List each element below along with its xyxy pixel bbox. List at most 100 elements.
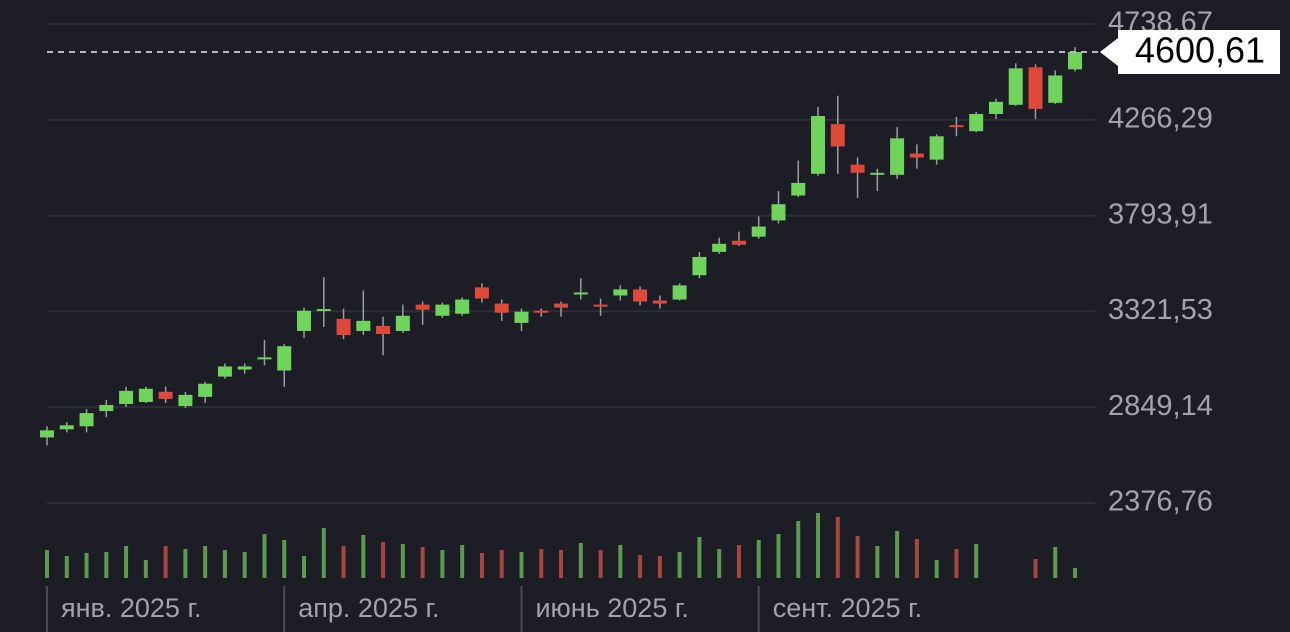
y-tick-label: 3793,91 [1108,198,1213,230]
candle-body [514,311,529,323]
candle-body [198,383,213,397]
volume-bar [934,560,939,578]
candle-body [336,318,351,336]
volume-bar [875,546,880,578]
candle-body [494,303,509,313]
volume-bar [262,534,267,578]
volume-bar [578,543,583,578]
candle-body [909,153,924,158]
volume-bar [914,539,919,578]
volume-bar [539,549,544,578]
candle-body [217,366,232,377]
volume-bar [855,536,860,578]
volume-bar [1073,568,1078,578]
volume-bar [321,528,326,578]
candle-body [554,303,569,308]
candle-body [435,304,450,316]
volume-bar [183,549,188,578]
volume-bar [64,556,69,578]
candle-body [119,390,134,404]
candle-body [138,388,153,402]
volume-bar [381,542,386,578]
y-tick-label: 4266,29 [1108,102,1213,134]
candle-body [988,101,1003,114]
candle-body [316,309,331,312]
candle-body [929,136,944,160]
volume-bar [835,517,840,578]
candle-body [672,285,687,300]
volume-bar [717,549,722,578]
candle-body [692,256,707,276]
volume-bar [638,555,643,578]
candle-body [1048,75,1063,103]
volume-bar [598,550,603,578]
candle-body [237,366,252,370]
candle-body [356,320,371,331]
volume-bar [341,546,346,578]
candle-body [59,425,74,430]
volume-bar [361,535,366,578]
candle-body [99,404,114,412]
candle-body [830,124,845,147]
candle-body [731,240,746,245]
candle-body [474,287,489,299]
candle-body [613,289,628,296]
volume-bar [736,545,741,578]
volume-bar [618,545,623,578]
x-tick-label: янв. 2025 г. [61,593,202,623]
volume-bar [974,544,979,578]
price-tag [1100,29,1280,74]
volume-bar [697,537,702,578]
candle-body [751,226,766,237]
volume-bar [84,553,89,578]
price-tag-label: 4600,61 [1135,30,1265,71]
volume-bar [460,545,465,578]
candle-body [79,413,94,427]
volume-bar [163,546,168,578]
volume-bar [954,549,959,578]
candle-body [573,292,588,295]
candle-body [771,204,786,221]
volume-bar [440,550,445,578]
volume-bar [45,550,49,578]
volume-bar [519,552,524,578]
volume-bar [677,552,682,578]
volume-bar [796,521,801,578]
volume-bar [479,553,484,578]
candle-body [791,182,806,196]
candle-body [178,394,193,407]
candle-body [297,310,312,331]
y-tick-label: 2376,76 [1108,486,1213,518]
volume-bar [499,550,504,578]
candle-body [850,164,865,173]
candle-body [1008,68,1023,105]
volume-bar [776,534,781,578]
candle-body [1068,51,1083,70]
volume-bar [143,560,148,578]
volume-bar [657,556,662,578]
x-tick-label: сент. 2025 г. [773,593,922,623]
volume-bar [203,546,208,578]
volume-bar [124,546,129,578]
candle-body [593,304,608,307]
candle-body [949,125,964,128]
candle-body [969,113,984,132]
x-tick-label: апр. 2025 г. [298,593,439,623]
volume-bar [242,552,247,578]
volume-bar [302,556,307,578]
y-tick-label: 3321,53 [1108,294,1213,326]
volume-bar [895,531,900,578]
candle-body [257,357,272,360]
volume-bar [104,552,109,578]
candle-body [870,172,885,175]
candle-body [277,346,292,371]
volume-bar [1033,559,1038,578]
candle-body [455,299,470,314]
volume-bar [420,547,425,578]
volume-bar [756,540,761,578]
candle-body [376,325,391,335]
candle-body [415,304,430,310]
